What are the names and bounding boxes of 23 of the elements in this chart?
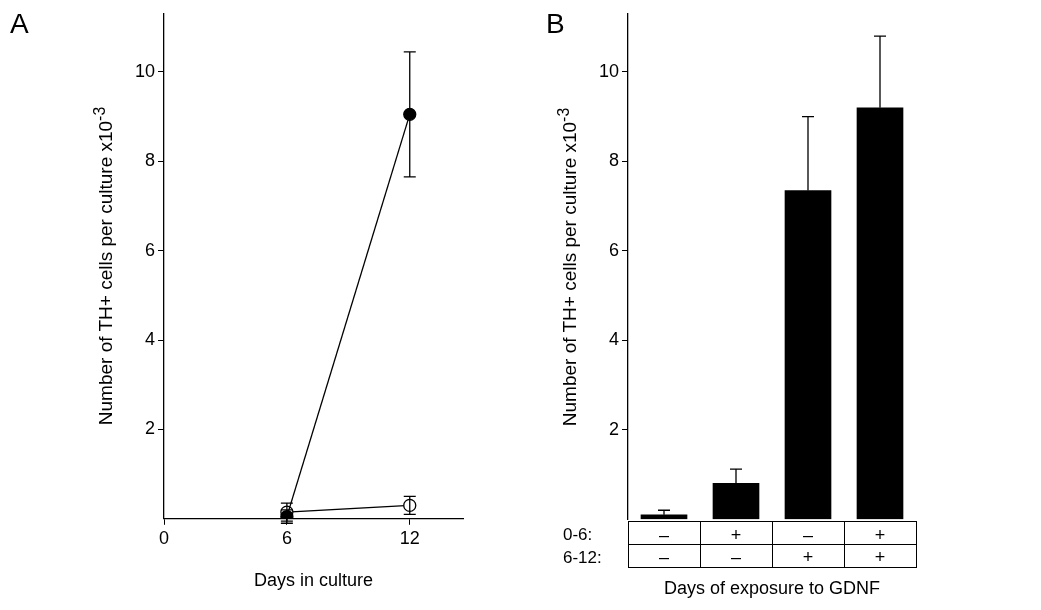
x-tick-label: 6 [281, 527, 292, 548]
text: 0-6: [563, 524, 593, 544]
y-tick-label: 10 [134, 60, 155, 81]
chart-title: A [10, 8, 29, 40]
x-tick-label: 12 [399, 527, 420, 548]
x-tick-label: – + [802, 524, 814, 567]
y-tick-label: 4 [144, 329, 155, 350]
y-tick-label: 6 [144, 239, 155, 260]
chart-title: B [546, 8, 565, 40]
x-tick-label: + + [874, 524, 886, 567]
text: 6-12: [563, 547, 602, 567]
y-tick-label: 8 [608, 150, 619, 171]
x-tick-label: + – [730, 524, 742, 567]
y-tick-label: 10 [598, 60, 619, 81]
x-tick-label: 0 [158, 527, 170, 548]
y-tick-label: 4 [608, 329, 619, 350]
x-axis-title: Days in culture [253, 570, 374, 591]
y-tick-label: 2 [608, 418, 619, 439]
x-axis-title: Days of exposure to GDNF [663, 578, 881, 599]
y-tick-label: 2 [144, 418, 155, 439]
y-tick-label: 6 [608, 239, 619, 260]
y-tick-label: 8 [144, 150, 155, 171]
x-tick-label: – – [658, 524, 670, 567]
